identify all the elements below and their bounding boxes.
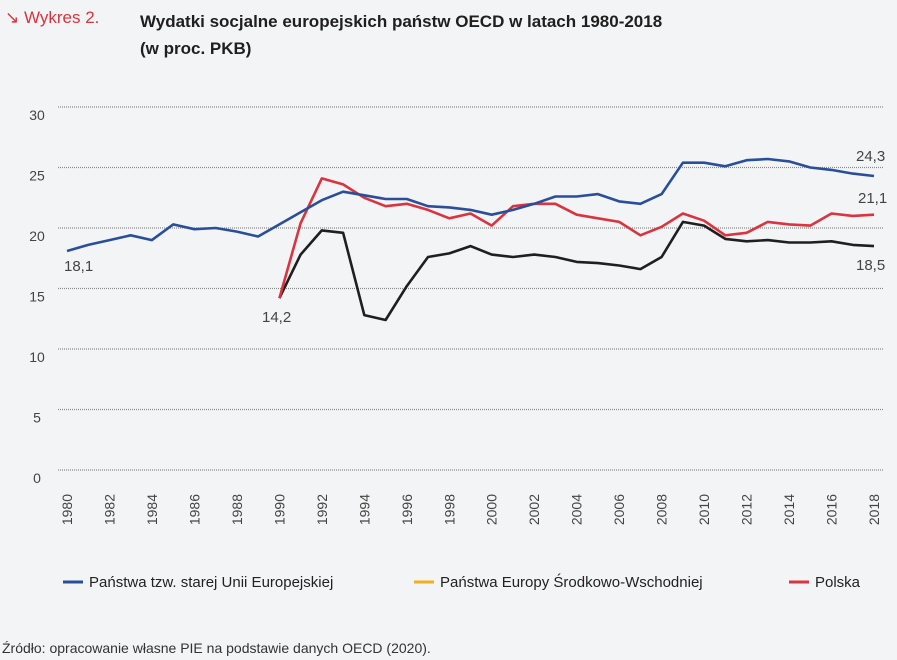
series-line-0: [66, 157, 875, 253]
series-line-2: [278, 177, 875, 299]
x-tick-label: 1980: [59, 494, 75, 525]
x-tick-label: 2002: [526, 494, 542, 525]
annotation-start-1990: 14,2: [262, 309, 291, 326]
legend-label-cee: Państwa Europy Środkowo-Wschodniej: [440, 573, 703, 591]
chart-title: Wydatki socjalne europejskich państw OEC…: [140, 8, 662, 62]
title-line-2: (w proc. PKB): [140, 39, 252, 58]
x-tick-label: 2016: [824, 494, 840, 525]
legend-label-old-eu: Państwa tzw. starej Unii Europejskiej: [89, 574, 333, 591]
y-tick-label: 5: [33, 410, 41, 426]
y-tick-label: 10: [29, 349, 45, 365]
y-tick-label: 25: [29, 168, 45, 184]
x-tick-label: 1986: [186, 494, 202, 525]
annotation-end-polska: 21,1: [858, 190, 887, 207]
x-tick-label: 1994: [356, 494, 372, 525]
x-tick-label: 2014: [781, 494, 797, 525]
x-tick-label: 2006: [611, 494, 627, 525]
x-tick-label: 1992: [314, 494, 330, 525]
x-tick-label: 1996: [399, 494, 415, 525]
legend-label-polska: Polska: [815, 574, 861, 591]
y-tick-label: 30: [29, 107, 45, 123]
annotation-start-old-eu: 18,1: [64, 258, 93, 275]
x-tick-label: 2000: [484, 494, 500, 525]
x-tick-label: 1990: [271, 494, 287, 525]
y-tick-label: 0: [33, 470, 41, 486]
x-tick-label: 1988: [229, 494, 245, 525]
y-tick-label: 15: [29, 289, 45, 305]
x-tick-label: 1982: [101, 494, 117, 525]
x-tick-label: 2008: [654, 494, 670, 525]
x-tick-label: 2012: [739, 494, 755, 525]
y-tick-label: 20: [29, 228, 45, 244]
annotation-end-old-eu: 24,3: [856, 148, 885, 165]
x-tick-label: 1984: [144, 494, 160, 525]
title-line-1: Wydatki socjalne europejskich państw OEC…: [140, 12, 663, 31]
x-tick-label: 1998: [441, 494, 457, 525]
x-tick-label: 2018: [866, 494, 882, 525]
x-tick-label: 2010: [696, 494, 712, 525]
annotation-end-cee: 18,5: [856, 257, 885, 274]
x-tick-label: 2004: [569, 494, 585, 525]
series-line-1: [278, 220, 875, 322]
source-note: Źródło: opracowanie własne PIE na podsta…: [2, 640, 431, 656]
chart-tag: ↘ Wykres 2.: [5, 8, 100, 27]
